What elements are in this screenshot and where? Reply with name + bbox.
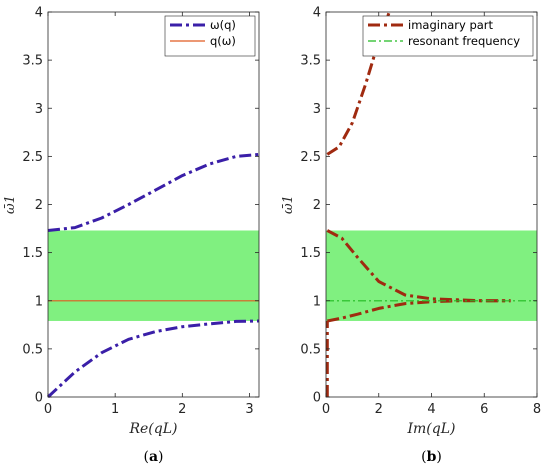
- legend-label: ω(q): [210, 18, 236, 32]
- panel-label: (a): [143, 449, 163, 465]
- x-tick-label: 6: [480, 402, 488, 417]
- x-tick-label: 4: [427, 402, 435, 417]
- y-axis-label: ω̄1: [3, 195, 18, 214]
- y-tick-label: 1: [35, 294, 43, 309]
- y-tick-label: 2.5: [300, 150, 321, 165]
- series-line: [47, 152, 260, 232]
- y-tick-label: 0: [313, 391, 321, 406]
- axes-frame: [325, 11, 538, 398]
- series-line: [46, 319, 260, 399]
- y-tick-label: 2: [35, 198, 43, 213]
- legend: ω(q) q(ω): [164, 15, 256, 57]
- panel-label: (b): [421, 449, 442, 465]
- y-tick-label: 3.5: [22, 54, 43, 69]
- legend-label: resonant frequency: [408, 34, 520, 48]
- y-tick-label: 1.5: [22, 246, 43, 261]
- legend-box: [164, 15, 256, 57]
- panel-b: 0 2 4 6 8 0 0.5 1 1.5 2 2.5 3 3.5 4 Im(qL) ω̄1 (b) imagin…: [281, 6, 541, 466]
- x-tick-label: 3: [245, 402, 253, 417]
- y-tick-label: 2: [313, 198, 321, 213]
- y-tick-label: 3: [313, 102, 321, 117]
- x-axis-label: Im(qL): [407, 421, 456, 437]
- panel-label-open: (: [143, 449, 148, 465]
- y-tick-label: 4: [313, 6, 321, 21]
- y-tick-label: 3: [35, 102, 43, 117]
- y-tick-label: 2.5: [22, 150, 43, 165]
- x-axis-label: Re(qL): [128, 421, 177, 437]
- panel-a: 0 1 2 3 0 0.5 1 1.5 2 2.5 3 3.5 4 Re(qL) ω̄1 (a) ω(q) q(ω…: [3, 6, 260, 465]
- x-tick-label: 2: [178, 402, 186, 417]
- legend-box: [362, 15, 534, 57]
- x-tick-label: 8: [533, 402, 541, 417]
- series-line: [326, 229, 511, 303]
- panel-label-letter: a: [149, 449, 158, 465]
- y-tick-label: 4: [35, 6, 43, 21]
- series-line: [327, 299, 511, 323]
- axes-frame: [47, 11, 260, 398]
- y-tick-label: 0.5: [22, 342, 43, 357]
- x-tick-label: 1: [111, 402, 119, 417]
- legend-label: imaginary part: [408, 18, 494, 32]
- panel-label-close: ): [436, 449, 441, 465]
- y-tick-label: 1: [313, 294, 321, 309]
- x-tick-label: 0: [322, 402, 330, 417]
- panel-label-close: ): [158, 449, 163, 465]
- legend-label: q(ω): [210, 34, 236, 48]
- y-tick-label: 3.5: [300, 54, 321, 69]
- shaded-band: [48, 230, 259, 321]
- shaded-band: [326, 230, 537, 321]
- y-tick-label: 1.5: [300, 246, 321, 261]
- panel-label-open: (: [421, 449, 426, 465]
- y-axis-label: ω̄1: [281, 195, 296, 214]
- x-tick-label: 0: [44, 402, 52, 417]
- y-tick-label: 0: [35, 391, 43, 406]
- x-tick-label: 2: [375, 402, 383, 417]
- legend: imaginary part resonant frequency: [362, 15, 534, 57]
- panel-label-letter: b: [427, 449, 437, 465]
- y-tick-label: 0.5: [300, 342, 321, 357]
